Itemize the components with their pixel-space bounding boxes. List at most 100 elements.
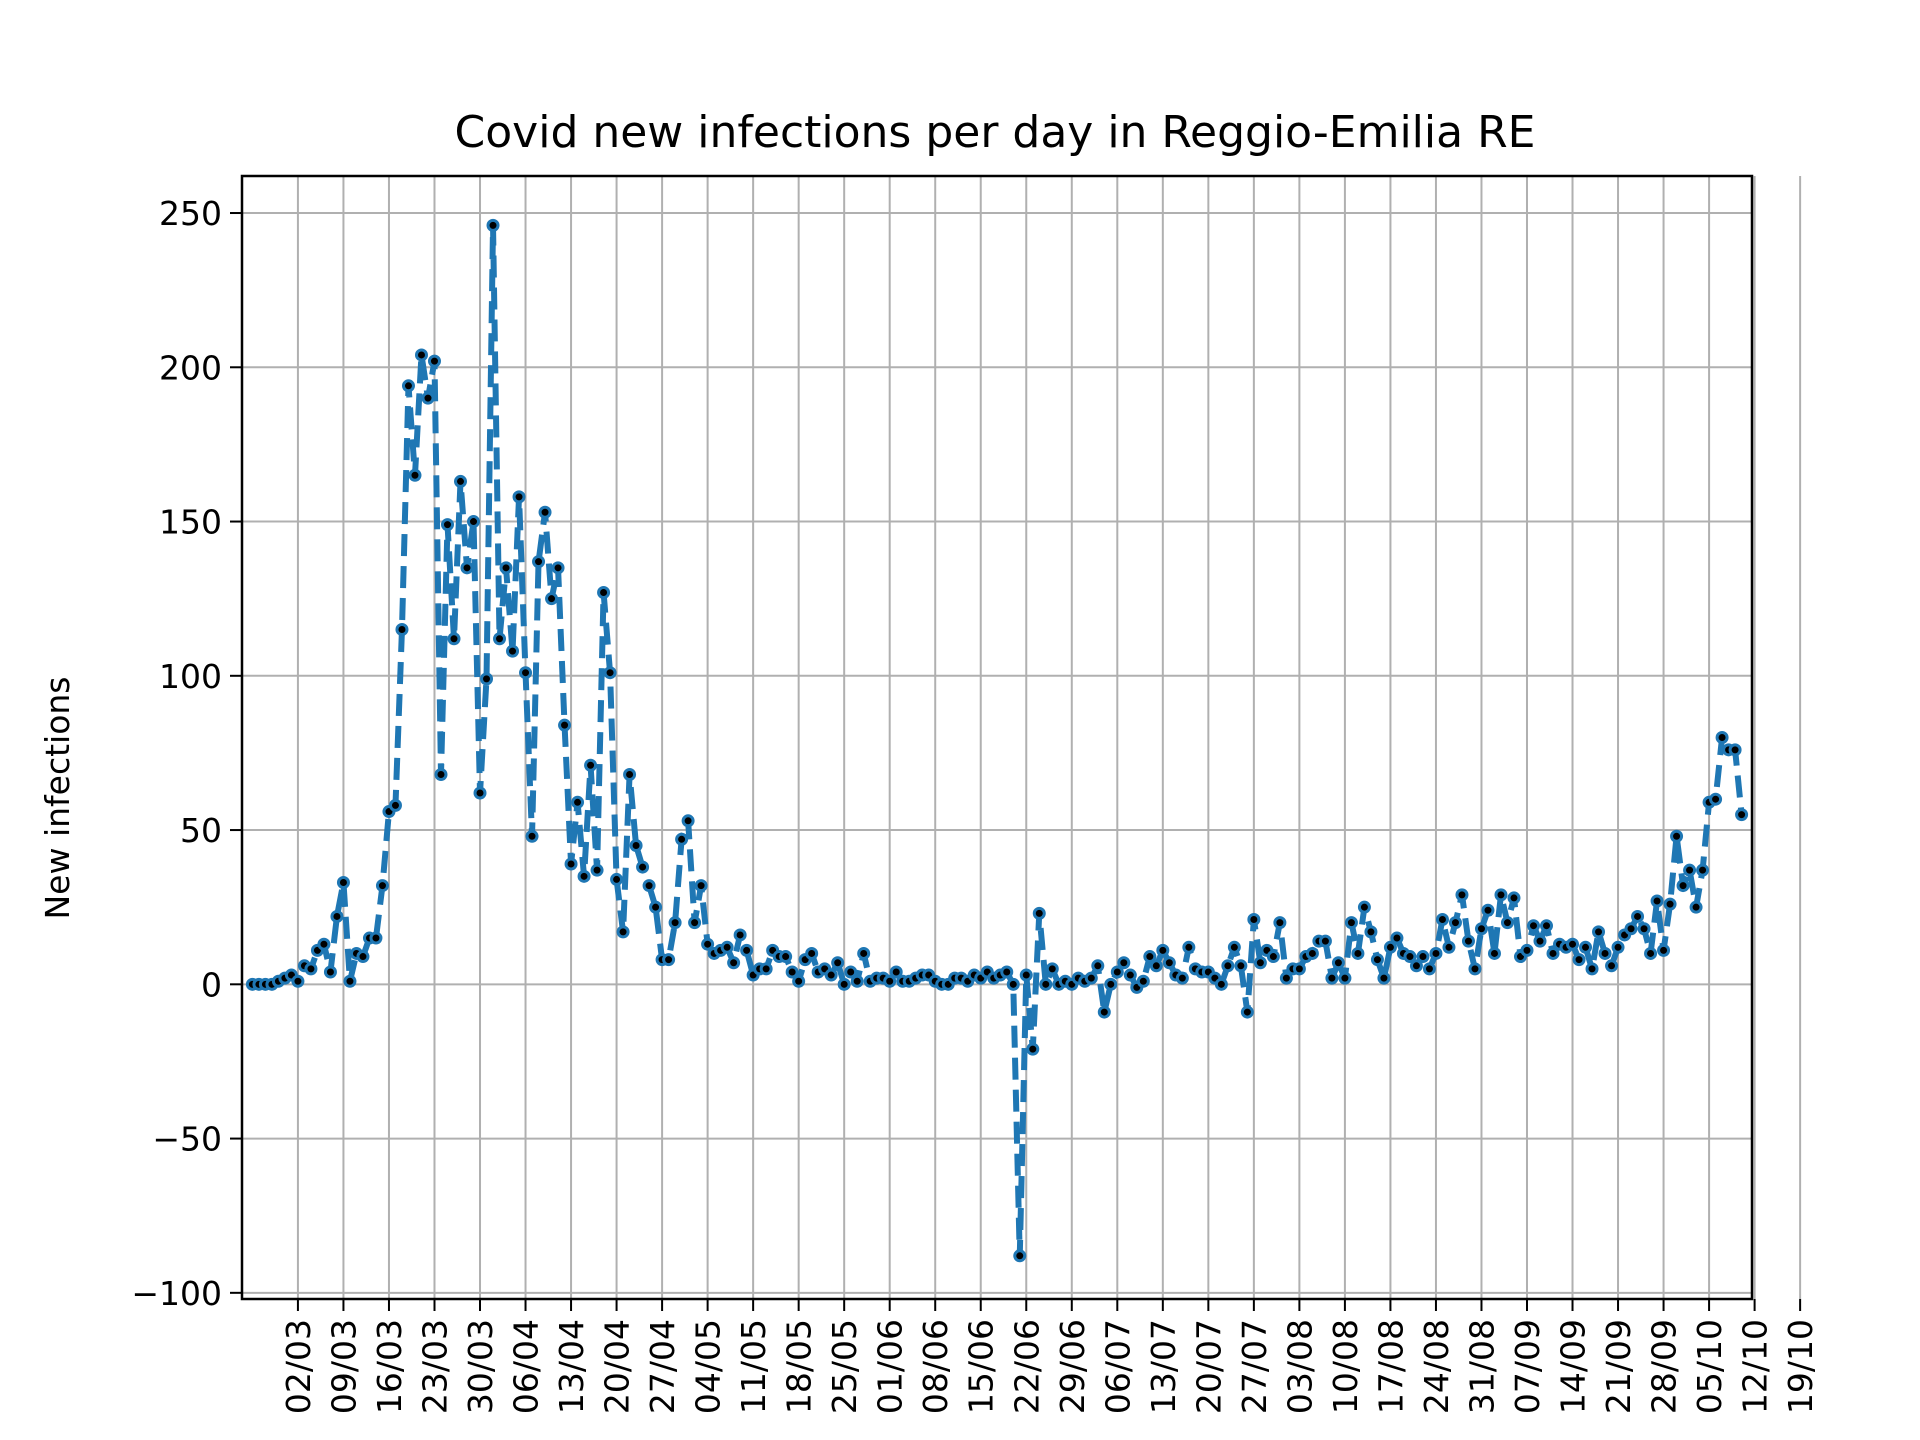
- x-tick-label: 15/06: [962, 1319, 1001, 1414]
- data-point: [844, 965, 858, 979]
- data-point: [1227, 940, 1241, 954]
- data-point: [1481, 903, 1495, 917]
- data-point: [401, 379, 415, 393]
- data-point: [1611, 940, 1625, 954]
- x-tick-label: 18/05: [780, 1319, 819, 1414]
- data-point: [1657, 943, 1671, 957]
- data-point: [668, 916, 682, 930]
- data-point: [681, 814, 695, 828]
- x-tick-label: 01/06: [871, 1319, 910, 1414]
- data-point: [1546, 946, 1560, 960]
- data-point: [343, 974, 357, 988]
- data-point: [1175, 971, 1189, 985]
- x-tick-label: 14/09: [1554, 1319, 1593, 1414]
- data-point: [1676, 879, 1690, 893]
- data-point: [1357, 900, 1371, 914]
- data-point: [1644, 946, 1658, 960]
- data-point: [1351, 946, 1365, 960]
- data-point: [1572, 953, 1586, 967]
- data-point: [1735, 808, 1749, 822]
- data-point: [480, 672, 494, 686]
- data-point: [1468, 962, 1482, 976]
- data-point: [701, 937, 715, 951]
- data-point: [603, 666, 617, 680]
- x-tick-label: 31/08: [1462, 1319, 1501, 1414]
- data-point: [323, 965, 337, 979]
- x-tick-label: 27/04: [643, 1319, 682, 1414]
- data-point: [1006, 977, 1020, 991]
- data-point: [597, 585, 611, 599]
- data-point: [1156, 943, 1170, 957]
- data-point: [1026, 1042, 1040, 1056]
- data-point: [1045, 962, 1059, 976]
- data-point: [1494, 888, 1508, 902]
- data-point: [610, 872, 624, 886]
- data-point: [1487, 946, 1501, 960]
- data-point: [1123, 968, 1137, 982]
- data-point: [577, 869, 591, 883]
- y-tick-label: 0: [201, 965, 222, 1004]
- y-tick-label: 200: [159, 348, 222, 387]
- data-point: [883, 974, 897, 988]
- y-tick-label: 150: [159, 503, 222, 542]
- data-point: [447, 632, 461, 646]
- x-tick-label: 03/08: [1280, 1319, 1319, 1414]
- data-point: [720, 940, 734, 954]
- data-point: [369, 931, 383, 945]
- data-point: [1442, 940, 1456, 954]
- data-point: [688, 916, 702, 930]
- data-point: [1234, 959, 1248, 973]
- data-point: [454, 474, 468, 488]
- data-point: [857, 946, 871, 960]
- data-point: [1507, 891, 1521, 905]
- data-point: [571, 795, 585, 809]
- data-point: [649, 900, 663, 914]
- data-point: [486, 218, 500, 232]
- data-point: [317, 937, 331, 951]
- data-point: [1533, 934, 1547, 948]
- data-point: [662, 953, 676, 967]
- x-tick-label: 07/09: [1508, 1319, 1547, 1414]
- data-point: [440, 518, 454, 532]
- data-point: [421, 391, 435, 405]
- y-tick-label: 250: [159, 194, 222, 233]
- x-tick-label: 24/08: [1417, 1319, 1456, 1414]
- x-tick-label: 10/08: [1326, 1319, 1365, 1414]
- data-point: [1409, 959, 1423, 973]
- data-point: [1266, 950, 1280, 964]
- data-point: [395, 623, 409, 637]
- data-point: [1422, 962, 1436, 976]
- data-point: [616, 925, 630, 939]
- data-point: [623, 768, 637, 782]
- y-tick-label: −50: [152, 1120, 222, 1159]
- data-point: [1344, 916, 1358, 930]
- data-point: [1279, 971, 1293, 985]
- y-axis-label: New infections: [38, 676, 77, 919]
- data-point: [564, 857, 578, 871]
- data-point: [356, 950, 370, 964]
- x-tick-label: 30/03: [461, 1319, 500, 1414]
- y-tick-label: −100: [131, 1274, 222, 1313]
- data-point: [1331, 956, 1345, 970]
- data-point: [1670, 829, 1684, 843]
- x-tick-label: 11/05: [734, 1319, 773, 1414]
- data-point: [532, 555, 546, 569]
- data-point: [1325, 971, 1339, 985]
- data-point: [1162, 956, 1176, 970]
- data-point: [1474, 922, 1488, 936]
- data-point: [1605, 959, 1619, 973]
- data-point: [1097, 1005, 1111, 1019]
- data-point: [1683, 863, 1697, 877]
- x-tick-label: 22/06: [1007, 1319, 1046, 1414]
- data-point: [1039, 977, 1053, 991]
- data-point: [1383, 940, 1397, 954]
- data-point: [759, 962, 773, 976]
- x-tick-label: 13/04: [552, 1319, 591, 1414]
- x-tick-label: 08/06: [916, 1319, 955, 1414]
- data-point: [1696, 863, 1710, 877]
- x-tick-label: 19/10: [1781, 1319, 1820, 1414]
- y-tick-label: 100: [159, 657, 222, 696]
- data-point: [675, 832, 689, 846]
- data-point: [1579, 940, 1593, 954]
- data-point: [414, 348, 428, 362]
